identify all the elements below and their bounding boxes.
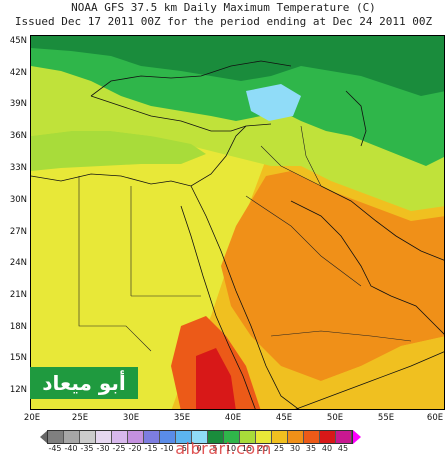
iraq-syria-border: [260, 145, 322, 187]
lon-label: 50E: [326, 413, 344, 423]
lon-label: 35E: [173, 413, 191, 423]
lon-label: 30E: [122, 413, 140, 423]
colorbar-tick-label: 0: [196, 444, 202, 453]
mediterranean-zone: [31, 131, 206, 171]
lon-label: 55E: [377, 413, 395, 423]
colorbar-segment: [64, 431, 80, 443]
colorbar-tick-label: -40: [64, 444, 78, 453]
colorbar-tick-label: -30: [96, 444, 110, 453]
map-subtitle: Issued Dec 17 2011 00Z for the period en…: [14, 15, 433, 28]
colorbar-tick-label: -35: [80, 444, 94, 453]
colorbar-segment: [224, 431, 240, 443]
colorbar-segment: [256, 431, 272, 443]
lat-label: 45N: [9, 36, 27, 46]
map-title: NOAA GFS 37.5 km Daily Maximum Temperatu…: [71, 1, 376, 14]
lon-label: 20E: [23, 413, 41, 423]
saudi-iraq-border: [245, 195, 362, 287]
iran-south-coast: [320, 185, 444, 261]
colorbar-tick-label: 10: [225, 444, 237, 453]
colorbar-segment: [48, 431, 64, 443]
colorbar-segment: [144, 431, 160, 443]
colorbar-labels: -45 -40 -35 -30 -25 -20 -15 -10 -5 0 5 10 15 20 25 30 35…: [47, 444, 351, 453]
colorbar-tick-label: 20: [257, 444, 269, 453]
lat-label: 12N: [9, 385, 27, 395]
colorbar-tick-label: 40: [321, 444, 333, 453]
colorbar-tick-label: -25: [112, 444, 126, 453]
colorbar-segment: [240, 431, 256, 443]
lat-label: 42N: [9, 68, 27, 78]
turkey-south-coast: [90, 95, 272, 132]
colorbar-right-arrow: [353, 430, 361, 444]
coastlines: [31, 60, 444, 409]
caspian-west-coast: [345, 90, 367, 147]
colorbar-tick-label: -10: [160, 444, 174, 453]
colorbar-tick-label: -5: [179, 444, 187, 453]
colorbar-segment: [96, 431, 112, 443]
colorbar-tick-label: 5: [212, 444, 218, 453]
colorbar-segment: [320, 431, 336, 443]
colorbar-tick-label: 35: [305, 444, 317, 453]
colorbar-left-arrow: [40, 430, 48, 444]
lat-label: 30N: [9, 195, 27, 205]
libya-border: [78, 176, 152, 352]
colorbar-tick-label: 15: [241, 444, 253, 453]
black-sea-coast: [90, 60, 292, 97]
colorbar-segment: [288, 431, 304, 443]
yemen-border: [270, 330, 412, 342]
colorbar-segment: [176, 431, 192, 443]
colorbar-segment: [272, 431, 288, 443]
colorbar-segment: [208, 431, 224, 443]
lat-label: 33N: [9, 163, 27, 173]
colorbar-segment: [80, 431, 96, 443]
lat-label: 27N: [9, 227, 27, 237]
lon-label: 60E: [426, 413, 444, 423]
yellow-zone-south: [302, 336, 444, 409]
lat-label: 24N: [9, 258, 27, 268]
red-sea-west-coast: [180, 205, 256, 409]
colorbar-tick-label: -45: [48, 444, 62, 453]
lon-label: 25E: [71, 413, 89, 423]
colorbar-segment: [192, 431, 208, 443]
gulf-coast: [290, 200, 444, 335]
colorbar-tick-label: -15: [144, 444, 158, 453]
colorbar-segment: [304, 431, 320, 443]
arabic-watermark: أبو ميعاد: [30, 367, 138, 399]
lon-label: 45E: [275, 413, 293, 423]
north-africa-coast: [31, 125, 247, 187]
red-sea-east-coast: [190, 185, 299, 409]
site-watermark: albrari.com: [175, 439, 272, 458]
colorbar-segment: [128, 431, 144, 443]
lon-label: 40E: [224, 413, 242, 423]
lat-label: 36N: [9, 131, 27, 141]
colorbar-segment: [160, 431, 176, 443]
temperature-colorbar: [47, 430, 353, 444]
temperature-map: [30, 35, 445, 410]
arabia-south-coast: [295, 351, 444, 409]
colorbar-tick-label: 45: [337, 444, 349, 453]
lat-label: 39N: [9, 99, 27, 109]
colorbar-tick-label: 25: [273, 444, 285, 453]
dark-green-zone-north: [31, 36, 444, 96]
lat-label: 15N: [9, 353, 27, 363]
cold-patch-turkey: [246, 84, 301, 121]
map-canvas: [31, 36, 444, 409]
colorbar-segment: [336, 431, 352, 443]
colorbar-tick-label: 30: [289, 444, 301, 453]
iran-iraq-border: [300, 125, 322, 187]
colorbar-tick-label: -20: [128, 444, 142, 453]
colorbar-segment: [112, 431, 128, 443]
lat-label: 18N: [9, 322, 27, 332]
borders: [78, 125, 412, 352]
red-zone-sudan: [196, 348, 236, 409]
lat-label: 21N: [9, 290, 27, 300]
orange-zone-arabia: [221, 171, 444, 381]
